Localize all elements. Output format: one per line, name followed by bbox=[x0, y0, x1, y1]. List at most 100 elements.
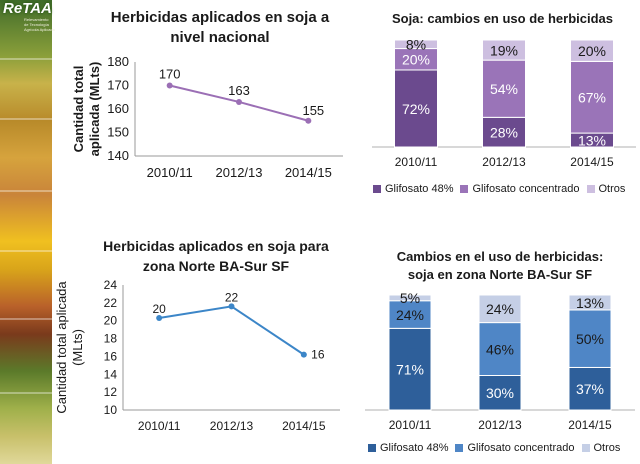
bar-segment bbox=[394, 69, 438, 148]
legend-swatch bbox=[586, 185, 595, 193]
bar-segment bbox=[568, 309, 612, 368]
data-point bbox=[300, 351, 307, 358]
bar-value-label: 20% bbox=[578, 43, 606, 59]
bar-segment bbox=[478, 375, 522, 411]
y-tick-label: 18 bbox=[104, 332, 118, 346]
data-label: 16 bbox=[311, 348, 325, 362]
bar-segment bbox=[388, 294, 432, 302]
bar-value-label: 13% bbox=[576, 295, 604, 311]
chart-title-line: zona Norte BA-Sur SF bbox=[142, 258, 290, 274]
bar-segment bbox=[394, 39, 438, 50]
legend-swatch bbox=[581, 444, 590, 452]
data-point bbox=[236, 98, 242, 105]
bar-value-label: 30% bbox=[486, 385, 514, 401]
chart-legend: Glifosato 48% Glifosato concentrado Otros bbox=[373, 183, 632, 195]
y-axis-label-line: aplicada (MLts) bbox=[87, 62, 102, 157]
y-tick-label: 150 bbox=[107, 125, 129, 140]
bar-value-label: 5% bbox=[400, 290, 420, 306]
data-label: 155 bbox=[302, 103, 324, 118]
legend-label: Otros bbox=[593, 442, 621, 454]
bar-segment bbox=[388, 300, 432, 329]
x-tick-label: 2014/15 bbox=[568, 418, 612, 432]
y-tick-label: 180 bbox=[107, 54, 129, 69]
bar-value-label: 28% bbox=[490, 124, 518, 140]
bar-value-label: 8% bbox=[406, 37, 426, 53]
y-axis-label-line: Cantidad total bbox=[71, 66, 86, 153]
x-tick-label: 2012/13 bbox=[210, 419, 254, 433]
chart-title: Cambios en el uso de herbicidas: soja en… bbox=[365, 248, 635, 284]
y-axis-label: Cantidad total aplicada(MLts) bbox=[54, 281, 85, 414]
legend-label: Glifosato concentrado bbox=[472, 183, 580, 195]
x-tick-label: 2010/11 bbox=[389, 418, 432, 432]
chart-legend: Glifosato 48% Glifosato concentrado Otros bbox=[368, 442, 627, 454]
legend-swatch bbox=[455, 444, 464, 452]
crop-photo-strip bbox=[0, 0, 52, 464]
photo-divider bbox=[0, 118, 52, 120]
y-axis-label-line: (MLts) bbox=[70, 329, 85, 366]
bar-segment bbox=[478, 322, 522, 377]
data-point bbox=[305, 117, 312, 124]
bar-segment bbox=[388, 327, 432, 411]
legend-label: Glifosato 48% bbox=[380, 442, 449, 454]
chart-title-line: nivel nacional bbox=[170, 29, 270, 46]
x-tick-label: 2010/11 bbox=[138, 419, 181, 433]
bar-segment bbox=[482, 39, 526, 61]
logo-name: ReTAA bbox=[3, 0, 52, 17]
legend-item: Otros bbox=[586, 183, 626, 195]
bar-value-label: 71% bbox=[396, 361, 424, 377]
bar-value-label: 50% bbox=[576, 331, 604, 347]
legend-label: Glifosato concentrado bbox=[467, 442, 575, 454]
x-tick-label: 2014/15 bbox=[285, 165, 332, 180]
x-tick-label: 2014/15 bbox=[570, 155, 614, 169]
y-axis-label-line: Cantidad total aplicada bbox=[54, 281, 69, 414]
bar-segment bbox=[570, 60, 614, 134]
logo-subtitle-line: Agrícola Aplicada bbox=[24, 27, 55, 32]
y-tick-label: 20 bbox=[104, 314, 118, 328]
y-tick-label: 14 bbox=[104, 367, 118, 381]
bar-segment bbox=[482, 116, 526, 148]
y-axis-label: Cantidad totalaplicada (MLts) bbox=[71, 62, 102, 157]
bar-value-label: 46% bbox=[486, 341, 514, 357]
x-tick-label: 2012/13 bbox=[478, 418, 522, 432]
x-tick-label: 2012/13 bbox=[482, 155, 526, 169]
data-label: 20 bbox=[152, 302, 166, 316]
data-point bbox=[228, 303, 235, 310]
legend-item: Otros bbox=[581, 442, 621, 454]
bar-value-label: 13% bbox=[578, 132, 606, 148]
photo-divider bbox=[0, 318, 52, 320]
logo-subtitle: Relevamiento de Tecnología Agrícola Apli… bbox=[24, 17, 60, 32]
data-label: 170 bbox=[159, 67, 181, 82]
data-point bbox=[156, 315, 163, 322]
data-point bbox=[166, 82, 173, 89]
legend-label: Glifosato 48% bbox=[385, 183, 454, 195]
retaa-logo: ReTAA Relevamiento de Tecnología Agrícol… bbox=[0, 0, 62, 46]
x-tick-label: 2014/15 bbox=[282, 419, 326, 433]
y-tick-label: 10 bbox=[104, 403, 118, 417]
bar-segment bbox=[568, 294, 612, 311]
legend-swatch bbox=[373, 185, 381, 193]
bar-value-label: 37% bbox=[576, 381, 604, 397]
photo-divider bbox=[0, 190, 52, 192]
chart-title: Soja: cambios en uso de herbicidas bbox=[365, 10, 640, 28]
bar-value-label: 19% bbox=[490, 42, 518, 58]
bar-value-label: 20% bbox=[402, 52, 430, 68]
chart-title-line: soja en zona Norte BA-Sur SF bbox=[407, 267, 593, 282]
legend-item: Glifosato concentrado bbox=[455, 442, 575, 454]
y-tick-label: 140 bbox=[107, 148, 129, 163]
legend-swatch bbox=[368, 444, 376, 452]
y-tick-label: 12 bbox=[104, 385, 118, 399]
x-tick-label: 2010/11 bbox=[395, 155, 438, 169]
chart-title: Herbicidas aplicados en soja para zona N… bbox=[76, 236, 356, 276]
legend-label: Otros bbox=[598, 183, 626, 195]
series-line bbox=[169, 84, 309, 122]
bar-segment bbox=[570, 39, 614, 62]
photo-divider bbox=[0, 58, 52, 60]
legend-item: Glifosato 48% bbox=[373, 183, 453, 195]
bar-value-label: 54% bbox=[490, 81, 518, 97]
bar-value-label: 24% bbox=[486, 301, 514, 317]
bar-segment bbox=[570, 132, 614, 148]
logo-subtitle-line: de Tecnología bbox=[24, 22, 49, 27]
